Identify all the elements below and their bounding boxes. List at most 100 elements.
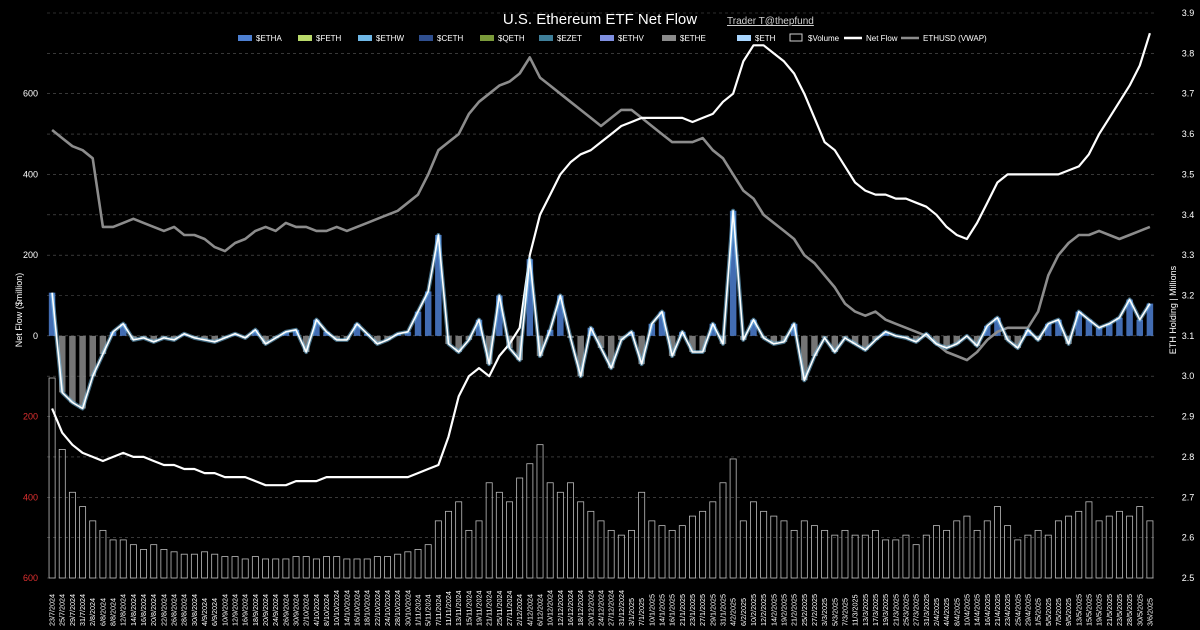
y2-tick-label: 2.5 (1182, 573, 1195, 583)
x-tick-label: 4/4/2025 (942, 598, 951, 626)
legend-swatch (419, 35, 433, 41)
x-tick-label: 18/12/2024 (576, 590, 585, 626)
y-tick-label: 600 (23, 573, 38, 583)
flow-bar (984, 325, 991, 336)
legend-label: $QETH (498, 34, 525, 43)
legend-label: $ETH (755, 34, 776, 43)
x-tick-label: 12/12/2024 (556, 590, 565, 626)
volume-bar (1065, 515, 1073, 579)
x-tick-label: 16/4/2025 (983, 594, 992, 626)
y-axis-label: Net Flow ($million) (14, 273, 24, 348)
x-tick-label: 26/8/2024 (170, 594, 179, 626)
y2-axis-label: ETH Holding | Millions (1168, 265, 1178, 354)
legend-swatch (358, 35, 372, 41)
volume-bar (1014, 539, 1022, 579)
x-tick-label: 19/11/2024 (475, 591, 484, 626)
x-tick-label: 16/12/2024 (566, 590, 575, 626)
netflow-series (50, 208, 1152, 411)
x-tick-label: 10/4/2025 (962, 594, 971, 626)
flow-bar (1045, 323, 1052, 336)
x-tick-label: 27/1/2025 (698, 594, 707, 626)
volume-bar (780, 520, 788, 579)
left-y-axis: 600 400 200 0 200 400 600 (23, 89, 38, 583)
flow-bar (862, 335, 869, 350)
flow-bar (1126, 299, 1133, 336)
volume-bar (760, 510, 768, 579)
x-tick-label: 24/10/2024 (383, 590, 392, 626)
x-tick-label: 12/9/2024 (231, 594, 240, 626)
volume-bar (689, 515, 696, 579)
volume-bar (99, 529, 107, 579)
volume-bar (495, 491, 503, 579)
volume-bar (333, 556, 341, 579)
volume-bar (577, 501, 585, 579)
chart-subtitle: Trader T@thepfund (727, 16, 814, 27)
flow-bar (638, 335, 645, 365)
volume-bar (363, 558, 371, 579)
volume-bar (1075, 510, 1083, 579)
x-tick-label: 21/11/2024 (485, 591, 494, 626)
x-tick-label: 28/10/2024 (393, 590, 402, 626)
volume-bar (384, 556, 391, 579)
volume-bar (516, 477, 524, 579)
x-tick-label: 10/2/2025 (749, 594, 758, 626)
x-tick-label: 27/2/2025 (810, 594, 819, 626)
legend-label: $ETHA (256, 34, 282, 43)
volume-bar (180, 553, 188, 579)
x-tick-label: 29/4/2025 (1023, 594, 1032, 626)
flow-bar (770, 335, 778, 344)
volume-bar (343, 558, 351, 579)
volume-bar (312, 558, 320, 579)
volume-bar (719, 482, 727, 579)
vwap-line (51, 56, 1151, 362)
x-tick-label: 26/9/2024 (281, 594, 290, 626)
y-tick-label: 200 (23, 250, 38, 260)
x-tick-label: 8/4/2025 (952, 598, 961, 626)
volume-bar (1034, 529, 1042, 579)
x-tick-label: 16/8/2024 (139, 594, 148, 626)
flow-bar (1075, 311, 1083, 336)
x-tick-label: 12/8/2024 (119, 594, 128, 626)
legend-label: $FETH (316, 34, 342, 43)
volume-bar (485, 482, 493, 579)
x-tick-label: 16/1/2025 (668, 594, 677, 626)
x-tick-label: 16/10/2024 (353, 590, 362, 626)
x-tick-label: 24/9/2024 (271, 594, 280, 626)
volume-bar (882, 539, 890, 579)
flow-bar (699, 335, 706, 352)
volume-bar (119, 539, 127, 579)
right-y-axis: 3.9 3.8 3.7 3.6 3.5 3.4 3.3 3.2 3.1 3.0 2.9 2.8 2.7 2… (1182, 8, 1195, 583)
x-tick-label: 30/9/2024 (292, 594, 301, 626)
flow-bar (1014, 335, 1022, 348)
volume-bar (190, 553, 198, 579)
legend: $ETHA $FETH $ETHW $CETH $QETH $EZET $ETHV $ETHE… (238, 33, 987, 43)
volume-bar (912, 544, 920, 579)
x-tick-label: 7/5/2025 (1054, 598, 1063, 626)
flow-bar (58, 335, 66, 393)
y-tick-label: 600 (23, 89, 38, 99)
x-tick-label: 14/8/2024 (129, 594, 138, 626)
y2-tick-label: 2.6 (1182, 533, 1195, 543)
x-tick-label: 17/3/2025 (871, 594, 880, 626)
flow-bar (496, 295, 503, 336)
flow-bar (119, 323, 127, 336)
volume-bar (129, 544, 137, 579)
volume-bar (272, 558, 280, 579)
x-tick-label: 12/2/2025 (759, 594, 768, 626)
x-tick-label: 6/9/2024 (210, 598, 219, 626)
flow-bar (99, 335, 107, 355)
x-tick-label: 15/5/2025 (1084, 594, 1093, 626)
volume-bar (58, 449, 66, 579)
flow-bar (912, 335, 920, 342)
legend-swatch (737, 35, 751, 41)
legend-swatch (789, 33, 803, 42)
volume-bar (902, 534, 910, 579)
volume-bar (841, 529, 849, 579)
volume-bar (353, 558, 361, 579)
x-tick-label: 23/1/2025 (688, 594, 697, 626)
flow-bar (1136, 319, 1144, 336)
volume-bar (160, 549, 168, 579)
volume-bar (231, 556, 239, 579)
y2-tick-label: 2.7 (1182, 492, 1195, 502)
